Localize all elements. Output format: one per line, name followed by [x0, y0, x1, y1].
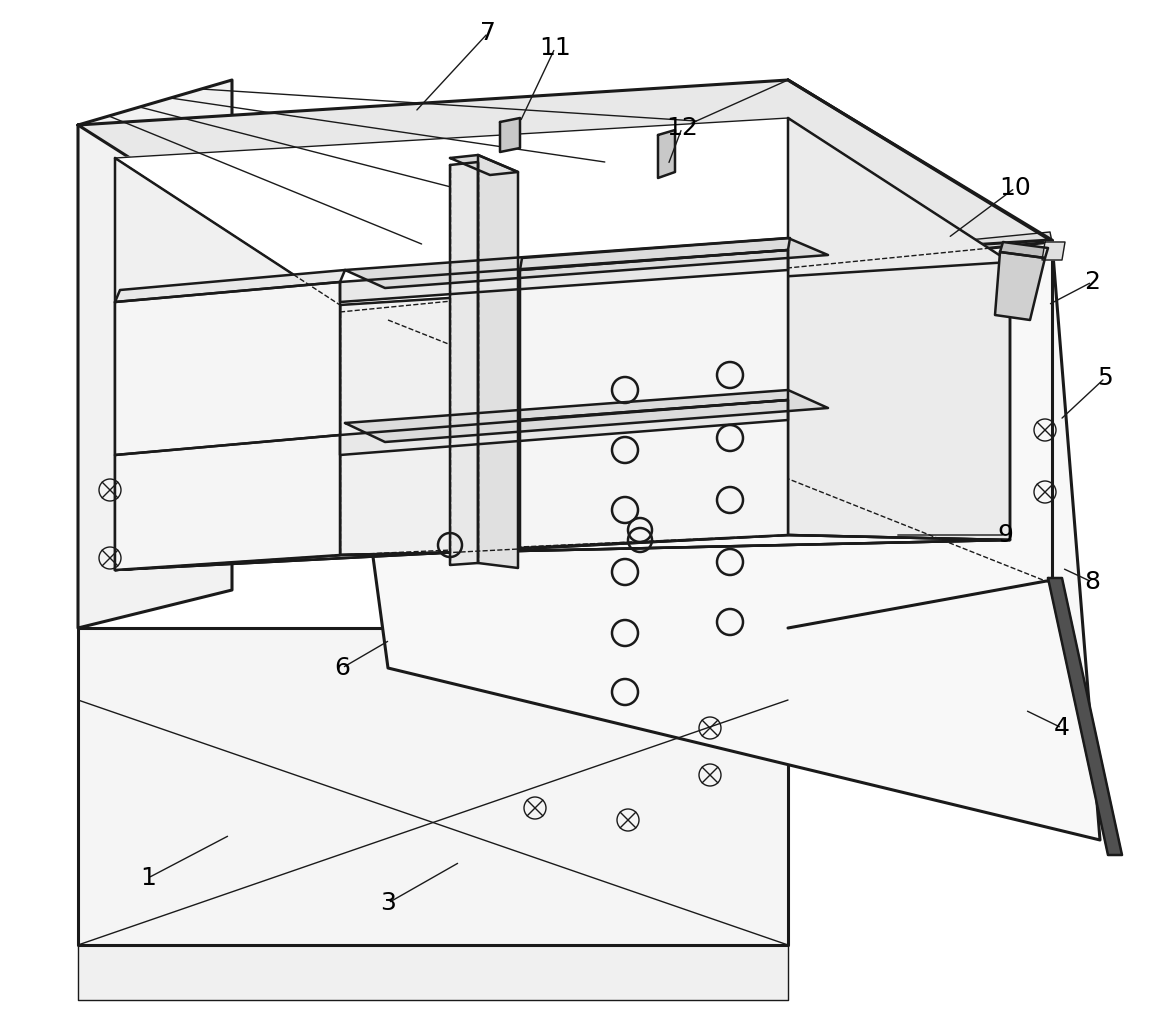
Polygon shape [1048, 578, 1122, 855]
Polygon shape [500, 118, 520, 152]
Text: 2: 2 [1085, 270, 1100, 294]
Polygon shape [79, 945, 788, 1000]
Text: 10: 10 [999, 176, 1031, 200]
Polygon shape [79, 80, 1050, 285]
Polygon shape [79, 80, 232, 629]
Text: 6: 6 [334, 656, 350, 680]
Polygon shape [340, 242, 1100, 840]
Polygon shape [79, 629, 788, 945]
Polygon shape [116, 118, 1009, 305]
Polygon shape [116, 270, 345, 302]
Polygon shape [116, 282, 340, 455]
Text: 1: 1 [140, 866, 156, 890]
Polygon shape [450, 155, 517, 175]
Polygon shape [450, 162, 478, 565]
Text: 12: 12 [666, 116, 698, 140]
Polygon shape [478, 155, 517, 569]
Polygon shape [340, 400, 788, 455]
Polygon shape [116, 158, 340, 570]
Polygon shape [345, 238, 828, 288]
Text: 9: 9 [997, 523, 1013, 547]
Text: 7: 7 [480, 21, 495, 45]
Polygon shape [116, 535, 1009, 570]
Polygon shape [340, 262, 1009, 555]
Polygon shape [116, 435, 340, 570]
Polygon shape [116, 535, 1009, 570]
Polygon shape [520, 250, 788, 420]
Polygon shape [658, 130, 675, 178]
Polygon shape [1000, 242, 1048, 258]
Text: 3: 3 [380, 891, 396, 915]
Text: 8: 8 [1085, 570, 1100, 594]
Polygon shape [788, 80, 1050, 629]
Text: 4: 4 [1055, 716, 1070, 740]
Text: 5: 5 [1097, 366, 1113, 390]
Polygon shape [340, 250, 788, 302]
Polygon shape [1042, 242, 1065, 260]
Polygon shape [345, 390, 828, 442]
Polygon shape [338, 232, 1052, 312]
Polygon shape [520, 238, 790, 270]
Polygon shape [994, 252, 1045, 320]
Polygon shape [788, 118, 1009, 540]
Text: 11: 11 [539, 36, 571, 60]
Polygon shape [520, 400, 788, 548]
